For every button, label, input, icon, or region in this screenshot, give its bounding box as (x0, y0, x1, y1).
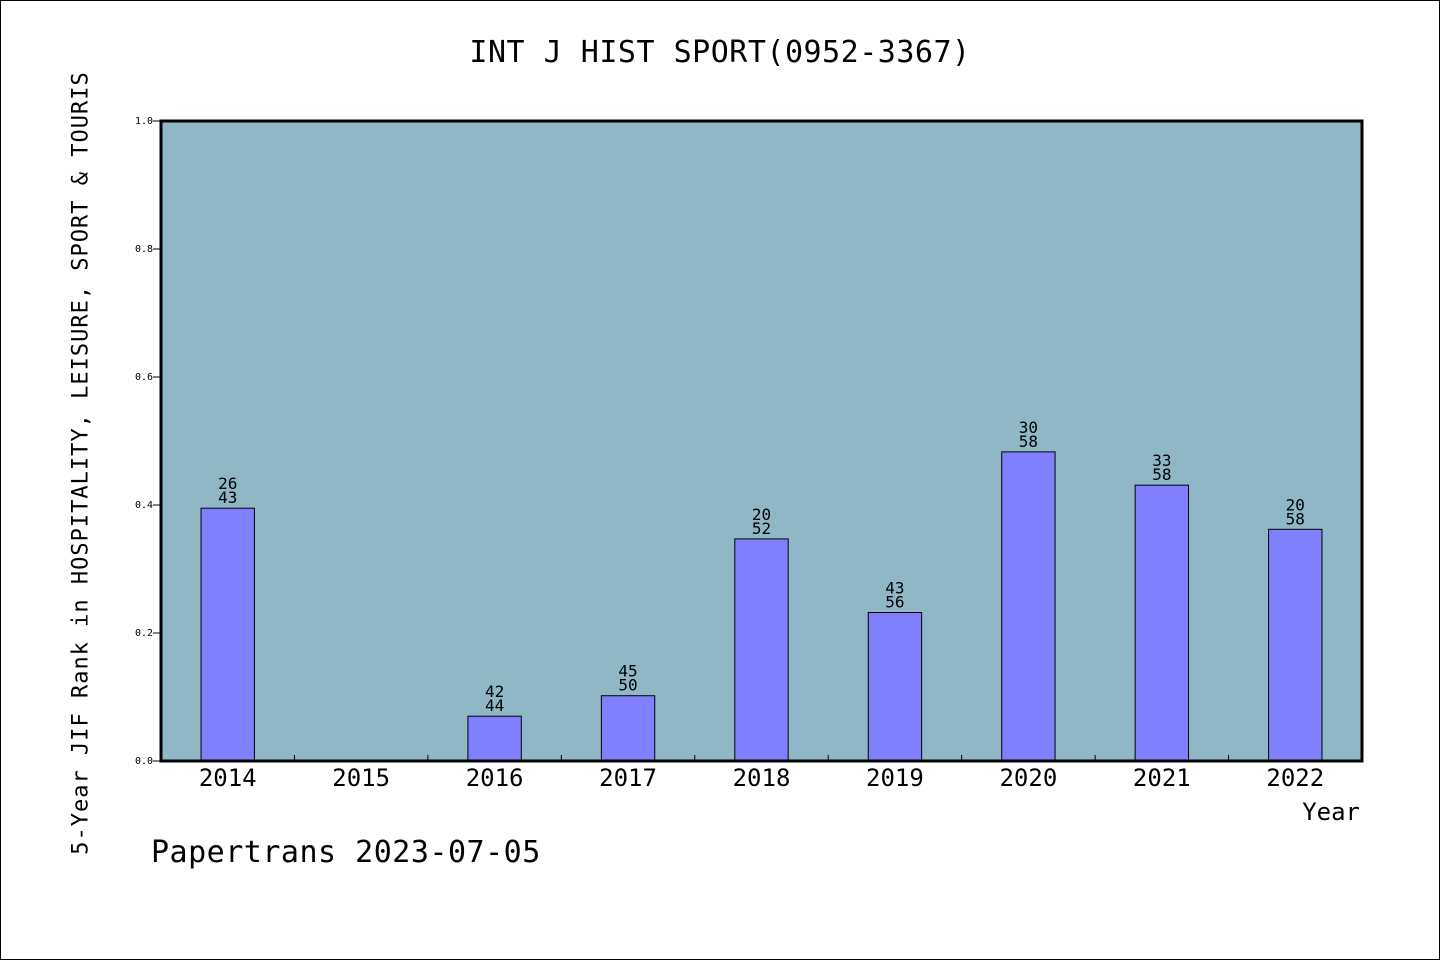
y-tick-label: 0.6 (135, 372, 153, 383)
x-tick-label: 2022 (1266, 764, 1324, 792)
bar-rank-label: 20 (752, 505, 771, 524)
x-tick-label: 2017 (599, 764, 657, 792)
bar-rank-label: 20 (1286, 495, 1305, 514)
footer-credit: Papertrans 2023-07-05 (151, 835, 541, 870)
bar-total-label: 58 (1152, 465, 1171, 484)
bar-total-label: 58 (1019, 432, 1038, 451)
bar-total-label: 50 (618, 676, 637, 695)
plot-border (159, 119, 1364, 763)
bar-2021 (1134, 484, 1190, 762)
bar-rank-label: 26 (218, 474, 237, 493)
bar-total-label: 56 (885, 593, 904, 612)
x-tick-label: 2015 (332, 764, 390, 792)
bar-2018 (734, 538, 789, 762)
bar-2020 (1001, 451, 1056, 762)
bar-total-label: 58 (1286, 509, 1305, 528)
x-tick-label: 2014 (199, 764, 257, 792)
x-tick-label: 2016 (466, 764, 524, 792)
bar-2017 (600, 695, 656, 762)
y-tick-label: 0.0 (135, 756, 153, 767)
bar-total-label: 44 (485, 696, 504, 715)
bar-rank-label: 45 (618, 662, 637, 681)
y-tick-label: 0.8 (135, 244, 153, 255)
x-axis-label: Year (1302, 798, 1360, 826)
y-tick-label: 0.2 (135, 628, 153, 639)
bar-2022 (1268, 528, 1323, 762)
x-tick-label: 2021 (1133, 764, 1191, 792)
x-tick-label: 2019 (866, 764, 924, 792)
chart-title: INT J HIST SPORT(0952-3367) (469, 35, 971, 70)
bar-rank-label: 42 (485, 682, 504, 701)
bar-rank-label: 43 (885, 579, 904, 598)
x-tick-label: 2020 (999, 764, 1057, 792)
bar-total-label: 52 (752, 519, 771, 538)
bar-2016 (467, 715, 522, 762)
bar-total-label: 43 (218, 488, 237, 507)
bar-rank-label: 30 (1019, 418, 1038, 437)
bar-rank-label: 33 (1152, 451, 1171, 470)
x-tick-label: 2018 (733, 764, 791, 792)
y-tick-label: 0.4 (135, 500, 153, 511)
y-tick-label: 1.0 (135, 116, 153, 127)
bar-2014 (200, 507, 255, 762)
bar-2019 (867, 612, 923, 762)
